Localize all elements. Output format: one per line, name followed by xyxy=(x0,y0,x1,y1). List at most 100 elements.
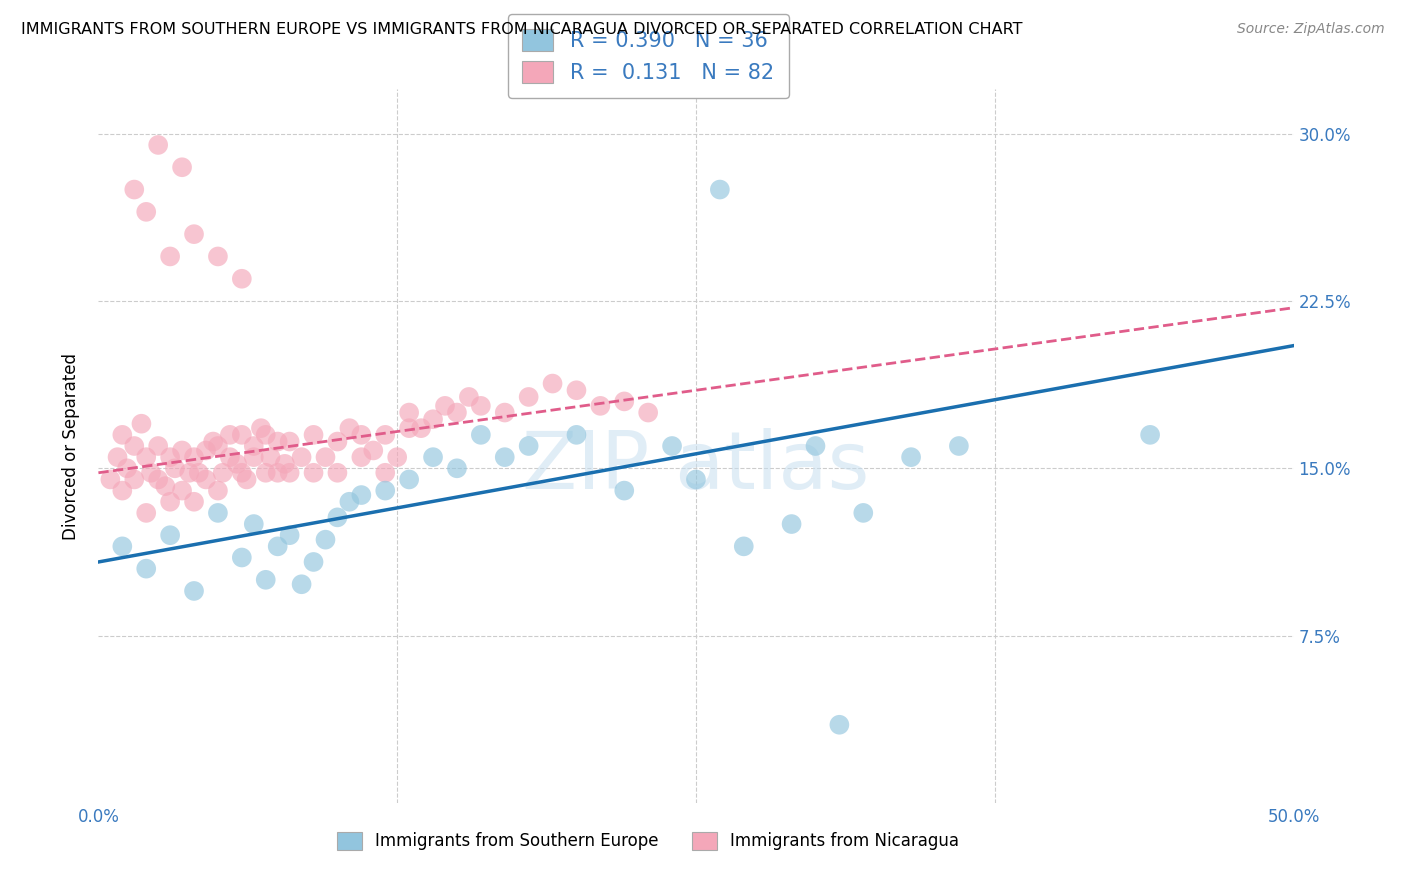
Point xyxy=(852,506,875,520)
Point xyxy=(226,457,249,471)
Point xyxy=(172,483,194,498)
Point xyxy=(804,439,827,453)
Point xyxy=(291,577,314,591)
Point xyxy=(398,473,420,487)
Point xyxy=(589,399,612,413)
Point xyxy=(111,539,134,553)
Point xyxy=(385,450,409,464)
Point xyxy=(434,399,457,413)
Point xyxy=(274,457,297,471)
Point xyxy=(183,494,205,508)
Point xyxy=(124,473,146,487)
Point xyxy=(235,473,257,487)
Point xyxy=(541,376,564,391)
Point xyxy=(363,443,385,458)
Point xyxy=(183,583,205,598)
Point xyxy=(172,443,194,458)
Point xyxy=(302,427,325,442)
Point xyxy=(259,450,281,464)
Point xyxy=(231,427,253,442)
Point xyxy=(350,427,373,442)
Point xyxy=(211,466,233,480)
Point xyxy=(517,390,540,404)
Point xyxy=(458,390,481,404)
Point xyxy=(374,483,396,498)
Point xyxy=(613,394,636,409)
Point xyxy=(231,271,253,285)
Point xyxy=(98,473,122,487)
Point xyxy=(613,483,636,498)
Point xyxy=(243,450,266,464)
Point xyxy=(780,516,803,531)
Point xyxy=(661,439,683,453)
Point xyxy=(243,516,266,531)
Point xyxy=(470,427,492,442)
Point xyxy=(278,528,301,542)
Y-axis label: Divorced or Separated: Divorced or Separated xyxy=(62,352,80,540)
Point xyxy=(494,450,516,464)
Point xyxy=(278,434,301,449)
Point xyxy=(131,417,153,431)
Point xyxy=(422,450,444,464)
Point xyxy=(111,427,134,442)
Point xyxy=(111,483,134,498)
Point xyxy=(183,450,205,464)
Text: Source: ZipAtlas.com: Source: ZipAtlas.com xyxy=(1237,22,1385,37)
Point xyxy=(291,450,314,464)
Point xyxy=(219,427,242,442)
Point xyxy=(163,461,186,475)
Point xyxy=(159,528,181,542)
Point xyxy=(446,461,468,475)
Point xyxy=(254,573,277,587)
Point xyxy=(243,439,266,453)
Point xyxy=(948,439,970,453)
Point xyxy=(207,439,229,453)
Text: ZIP atlas: ZIP atlas xyxy=(522,428,870,507)
Point xyxy=(278,466,301,480)
Point xyxy=(148,439,170,453)
Point xyxy=(135,450,157,464)
Point xyxy=(207,249,229,264)
Point xyxy=(565,427,588,442)
Point xyxy=(685,473,707,487)
Text: IMMIGRANTS FROM SOUTHERN EUROPE VS IMMIGRANTS FROM NICARAGUA DIVORCED OR SEPARAT: IMMIGRANTS FROM SOUTHERN EUROPE VS IMMIG… xyxy=(21,22,1022,37)
Point xyxy=(207,483,229,498)
Point xyxy=(159,249,181,264)
Point xyxy=(267,434,290,449)
Point xyxy=(517,439,540,453)
Point xyxy=(637,405,659,419)
Point xyxy=(231,466,253,480)
Point xyxy=(219,450,242,464)
Point xyxy=(398,421,420,435)
Point xyxy=(422,412,444,426)
Point xyxy=(411,421,433,435)
Point xyxy=(565,384,588,398)
Point xyxy=(733,539,755,553)
Point xyxy=(326,466,349,480)
Point xyxy=(135,506,157,520)
Point xyxy=(302,555,325,569)
Point xyxy=(195,443,218,458)
Point xyxy=(179,466,201,480)
Point xyxy=(187,466,209,480)
Point xyxy=(494,405,516,419)
Point xyxy=(339,421,361,435)
Point xyxy=(202,434,225,449)
Point xyxy=(315,533,337,547)
Point xyxy=(207,506,229,520)
Point xyxy=(828,717,851,731)
Point xyxy=(326,510,349,524)
Point xyxy=(326,434,349,449)
Point xyxy=(315,450,337,464)
Point xyxy=(302,466,325,480)
Point xyxy=(135,562,157,576)
Point xyxy=(254,427,277,442)
Point xyxy=(446,405,468,419)
Point xyxy=(250,421,273,435)
Point xyxy=(398,405,420,419)
Point xyxy=(115,461,138,475)
Point xyxy=(254,466,277,480)
Point xyxy=(900,450,922,464)
Point xyxy=(339,494,361,508)
Point xyxy=(470,399,492,413)
